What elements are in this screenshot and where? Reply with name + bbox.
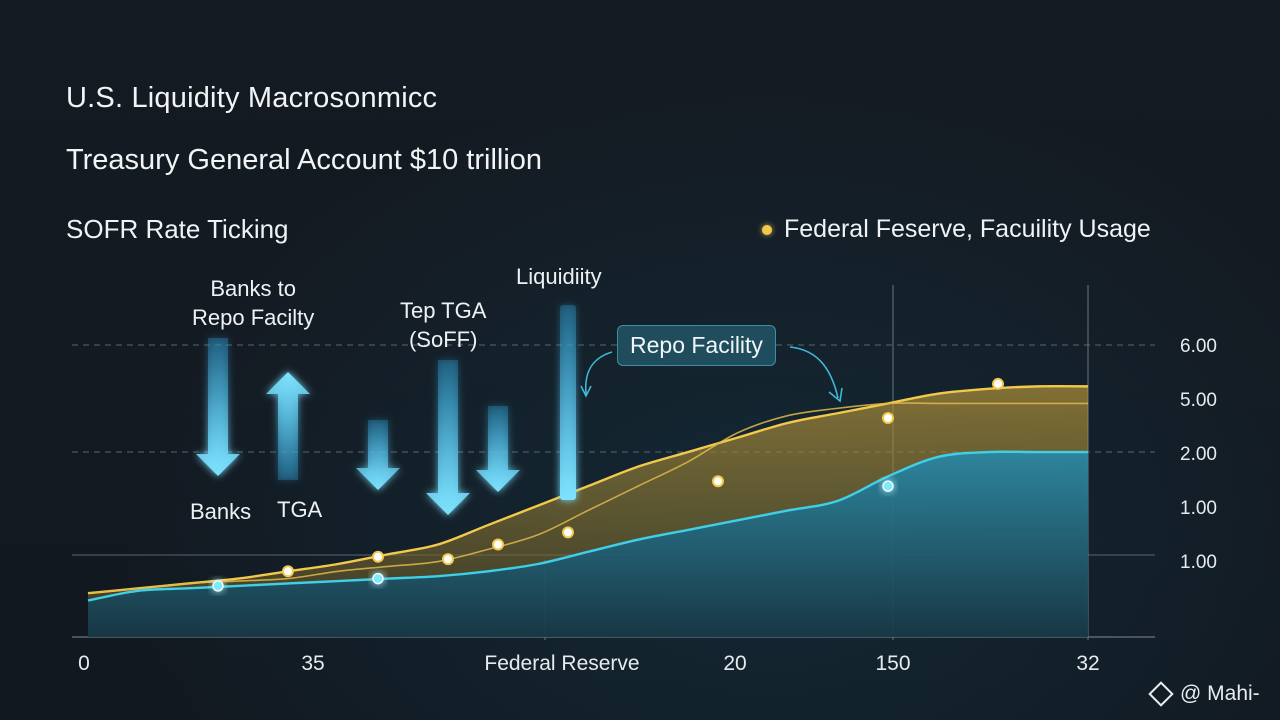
y-tick-label: 1.00 [1180, 552, 1217, 573]
page-subtitle: Treasury General Account $10 trillion [66, 144, 543, 176]
facility-usage-line [87, 384, 1089, 595]
up-arrow-icon [266, 372, 310, 480]
annot-banks-to-repo-line1: Banks to [210, 276, 296, 301]
annot-tep-tga: Tep TGA (SoFF) [400, 296, 486, 354]
sofr-line [87, 450, 1088, 602]
sofr-area [88, 451, 1088, 637]
callout-pointer-left-head [580, 385, 592, 398]
watermark: @ Mahi- [1148, 681, 1260, 707]
arrow-shape [476, 406, 520, 492]
x-tick-label: Federal Reserve [484, 652, 639, 675]
sofr-marker [882, 480, 894, 492]
y-tick-label: 5.00 [1180, 390, 1217, 411]
annot-banks: Banks [190, 499, 252, 524]
x-tick-label: 32 [1076, 652, 1099, 675]
page-title: U.S. Liquidity Macrosonmicc [66, 82, 438, 114]
annot-liquidity: Liquidiity [516, 264, 602, 289]
sofr-marker [212, 580, 224, 592]
annot-banks-to-repo: Banks to Repo Facilty [192, 274, 314, 332]
usage-marker [492, 538, 504, 551]
watermark-text: @ Mahi- [1180, 682, 1260, 705]
usage-marker [562, 526, 574, 539]
arrow-shape [266, 372, 310, 480]
y-tick-label: 1.00 [1180, 498, 1217, 519]
legend-label: Federal Feserve, Facuility Usage [784, 215, 1151, 243]
annot-banks-to-repo-line2: Repo Facilty [192, 305, 315, 330]
gold-band-area [88, 386, 1088, 601]
legend-dot-icon [762, 224, 772, 235]
x-tick-label: 150 [875, 652, 910, 675]
up-arrow-icon [560, 305, 576, 500]
section-label: SOFR Rate Ticking [66, 214, 289, 244]
down-arrow-icon [476, 406, 520, 492]
usage-marker [992, 377, 1004, 390]
y-tick-label: 6.00 [1180, 336, 1217, 357]
x-tick-label: 0 [78, 652, 90, 675]
upper-band-line [87, 402, 1088, 594]
annot-tga: TGA [277, 497, 323, 522]
usage-marker [882, 412, 894, 424]
usage-marker [712, 475, 724, 488]
arrow-shape [426, 360, 470, 515]
legend: Federal Feserve, Facuility Usage [762, 215, 1151, 244]
liquidity-beam [560, 305, 576, 500]
diamond-logo-icon [1148, 681, 1174, 707]
callout-pointer-left [584, 351, 613, 395]
y-tick-label: 2.00 [1180, 444, 1217, 465]
repo-facility-callout: Repo Facility [617, 325, 776, 366]
usage-marker [282, 565, 294, 578]
callout-pointer-right-head [828, 387, 843, 403]
x-tick-label: 35 [301, 652, 324, 675]
usage-marker [442, 553, 454, 566]
down-arrow-icon [196, 338, 240, 476]
usage-marker [372, 550, 384, 563]
sofr-marker [372, 572, 384, 585]
arrow-shape [356, 420, 400, 490]
down-arrow-icon [356, 420, 400, 490]
arrow-shape [196, 338, 240, 476]
annot-tep-tga-line2: (SoFF) [408, 327, 478, 352]
down-arrow-icon [426, 360, 470, 515]
x-tick-label: 20 [723, 652, 746, 675]
callout-pointer-right [789, 346, 839, 399]
annot-tep-tga-line1: Tep TGA [400, 298, 487, 323]
